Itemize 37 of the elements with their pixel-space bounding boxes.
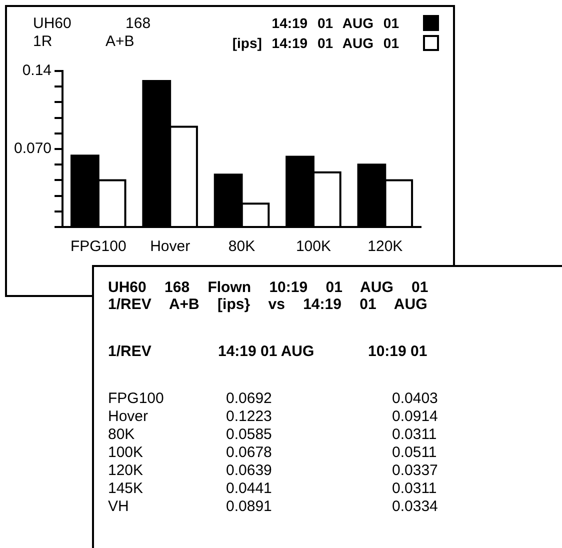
text: 1/REV A+B [ips} vs 14:19 01 AUG [108,296,428,313]
category-label: Hover [108,408,150,426]
text: 10:19 01 [368,343,428,360]
y-tick-label: 0.14 [22,62,52,80]
text: UH60 168 Flown 10:19 01 AUG 01 [108,279,430,296]
chart-title: UH60 168 [33,15,151,33]
category-label: VH [108,498,130,516]
x-tick-label: 120K [368,238,403,256]
data-label: 0.0334 [391,498,439,516]
x-tick-label: Hover [150,238,190,256]
legend-label: [ips] 14:19 01 AUG 01 [232,35,399,51]
data-label: 0.0311 [391,480,438,498]
x-tick-label: FPG100 [70,238,126,256]
data-label: 0.0678 [225,444,273,462]
legend-label: 14:19 01 AUG 01 [272,15,399,31]
category-label: 80K [108,426,136,444]
x-tick-label: 80K [228,238,256,256]
data-label: 0.0891 [225,498,273,516]
data-label: 0.0692 [225,390,273,408]
data-label: 0.0403 [391,390,439,408]
data-label: 0.0585 [225,426,273,444]
data-label: 0.0441 [225,480,273,498]
category-label: 145K [108,480,144,498]
chart-subtitle: 1R A+B [33,33,136,51]
data-label: 0.0511 [391,444,438,462]
data-label: 0.0311 [391,426,438,444]
data-label: 0.0337 [391,462,439,480]
category-label: FPG100 [108,390,165,408]
category-label: 100K [108,444,144,462]
legend-title: 1/REV [108,343,152,360]
series-label: 14:19 01 AUG [218,343,316,360]
data-label: 0.0639 [225,462,273,480]
y-tick-label: 0.070 [14,140,52,158]
data-label: 0.0914 [391,408,439,426]
x-tick-label: 100K [296,238,331,256]
category-label: 120K [108,462,144,480]
data-label: 0.1223 [225,408,273,426]
